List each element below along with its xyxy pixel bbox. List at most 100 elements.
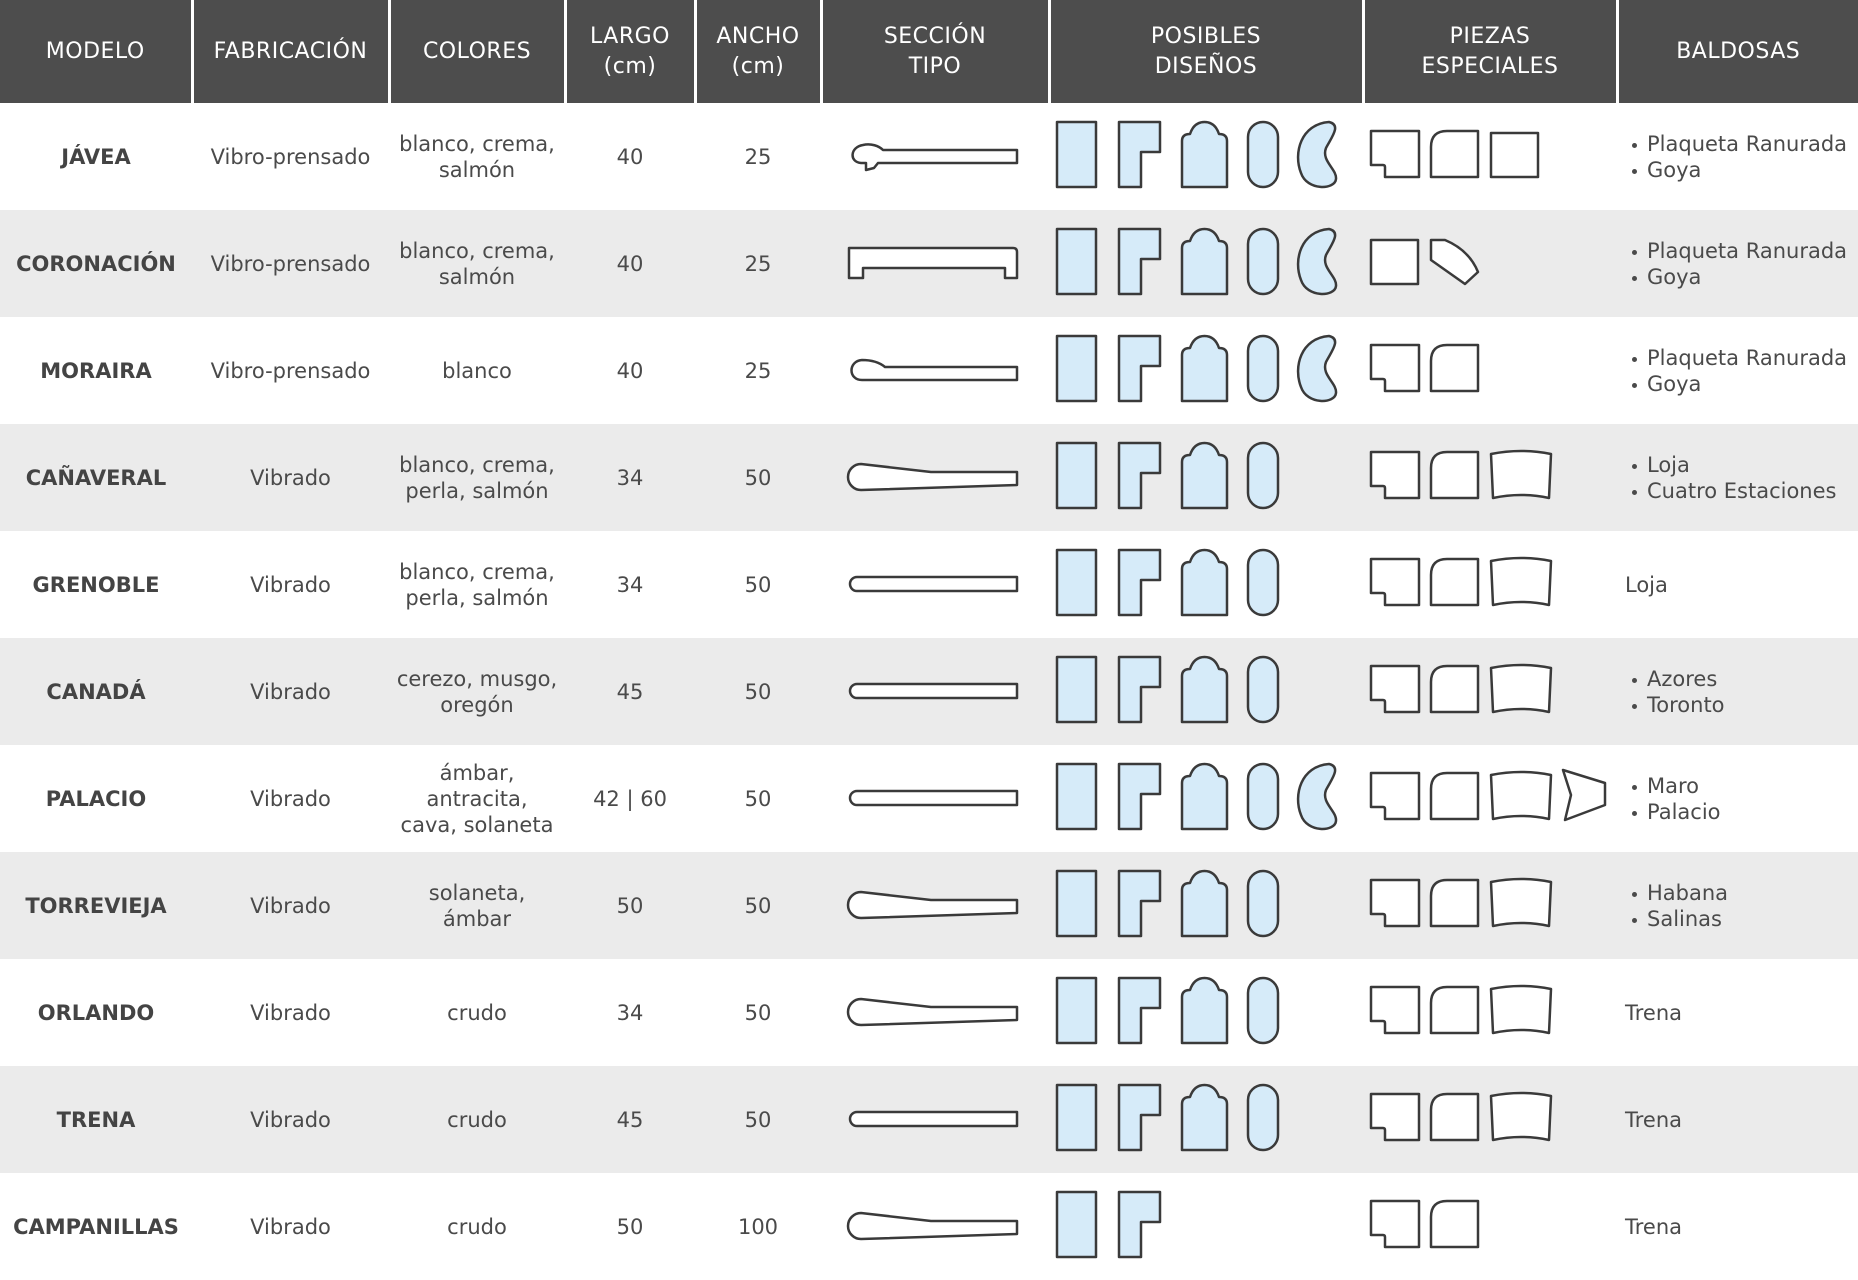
- colors: crudo: [447, 1000, 507, 1025]
- pieces-icons: [1369, 129, 1540, 179]
- colors: ámbar, antracita, cava, solaneta: [400, 760, 554, 837]
- table-body: JÁVEA Vibro-prensado blanco, crema, salmón…: [0, 103, 1858, 1280]
- pieces-icons: [1369, 238, 1480, 286]
- tile-item: Palacio: [1632, 799, 1858, 825]
- special-piece: [1369, 878, 1421, 928]
- design-shape: [1180, 334, 1229, 403]
- pieces-cell: [1363, 531, 1617, 638]
- width: 50: [744, 786, 772, 811]
- section-cell: [821, 531, 1049, 638]
- table-row: CAÑAVERAL Vibrado blanco, crema, perla, sa…: [0, 424, 1858, 531]
- section-cell: [821, 210, 1049, 317]
- section-icon: [848, 682, 1019, 700]
- design-shape: [1180, 762, 1229, 831]
- special-piece: [1429, 557, 1480, 607]
- design-shape: [1180, 655, 1229, 724]
- table-row: TORREVIEJA Vibrado solaneta, ámbar 50 50 Haba…: [0, 852, 1858, 959]
- special-piece: [1369, 129, 1421, 179]
- design-shape: [1246, 120, 1280, 189]
- special-piece: [1489, 131, 1540, 179]
- colors: cerezo, musgo, oregón: [389, 638, 565, 745]
- designs-icons: [1055, 762, 1338, 831]
- designs-cell: [1049, 1066, 1363, 1173]
- tile-item: Salinas: [1632, 906, 1858, 932]
- model-name: CORONACIÓN: [0, 210, 192, 317]
- designs-cell: [1049, 531, 1363, 638]
- header-cell: COLORES: [387, 0, 565, 103]
- tiles: Loja: [1625, 572, 1668, 597]
- length: 50: [616, 1214, 644, 1239]
- designs-cell: [1049, 317, 1363, 424]
- designs-cell: [1049, 210, 1363, 317]
- special-piece: [1489, 1091, 1553, 1142]
- table-row: TRENA Vibrado crudo 45 50 Trena: [0, 1066, 1858, 1173]
- section-profile: [846, 462, 1019, 492]
- tile-item: Maro: [1632, 773, 1858, 799]
- tile-list: Maro Palacio: [1625, 773, 1858, 825]
- designs-icons: [1055, 334, 1338, 403]
- pieces-icons: [1369, 1199, 1480, 1249]
- manufacturing: Vibrado: [192, 852, 389, 959]
- tile-list: Loja Cuatro Estaciones: [1625, 452, 1858, 504]
- header-cell: MODELO: [0, 0, 192, 103]
- section-icon: [846, 462, 1019, 492]
- manufacturing: Vibro-prensado: [210, 144, 371, 169]
- special-piece: [1369, 238, 1420, 286]
- section-icon: [848, 575, 1019, 593]
- pieces-cell: [1363, 1066, 1617, 1173]
- special-piece: [1369, 771, 1421, 821]
- table-row: ORLANDO Vibrado crudo 34 50 Trena: [0, 959, 1858, 1066]
- width: 25: [744, 358, 772, 383]
- pieces-icons: [1369, 343, 1480, 393]
- model-name: TRENA: [0, 1066, 192, 1173]
- design-shape: [1055, 1083, 1098, 1152]
- design-shape: [1117, 655, 1162, 724]
- design-shape: [1180, 976, 1229, 1045]
- special-piece: [1369, 664, 1421, 714]
- section-cell: [821, 745, 1049, 852]
- section-profile: [848, 682, 1019, 700]
- special-piece: [1369, 985, 1421, 1035]
- pieces-icons: [1369, 663, 1553, 714]
- design-shape: [1296, 227, 1338, 296]
- special-piece: [1369, 1092, 1421, 1142]
- design-shape: [1246, 1083, 1280, 1152]
- model-name: CANADÁ: [0, 638, 192, 745]
- pieces-icons: [1369, 768, 1607, 822]
- length: 50: [565, 852, 695, 959]
- model-name: JÁVEA: [61, 144, 131, 169]
- section-cell: [821, 638, 1049, 745]
- tiles: Trena: [1625, 1000, 1683, 1025]
- pieces-cell: [1363, 745, 1617, 852]
- design-shape: [1055, 869, 1098, 938]
- header-cell: ANCHO (cm): [693, 0, 821, 103]
- tile-item: Goya: [1632, 157, 1858, 183]
- designs-icons: [1055, 1083, 1280, 1152]
- tiles: Habana Salinas: [1617, 852, 1858, 959]
- designs-cell: [1049, 959, 1363, 1066]
- tiles: Plaqueta Ranurada Goya: [1617, 210, 1858, 317]
- width: 100: [737, 1214, 779, 1239]
- tile-list: Plaqueta Ranurada Goya: [1625, 131, 1858, 183]
- colors: blanco, crema, perla, salmón: [399, 559, 555, 610]
- table-row: JÁVEA Vibro-prensado blanco, crema, salmón…: [0, 103, 1858, 210]
- manufacturing: Vibrado: [250, 1000, 331, 1025]
- tile-item: Loja: [1632, 452, 1858, 478]
- special-piece: [1489, 449, 1553, 500]
- section-icon: [851, 143, 1019, 172]
- length: 34: [616, 572, 644, 597]
- pieces-icons: [1369, 449, 1553, 500]
- section-icon: [848, 1110, 1019, 1128]
- manufacturing: Vibrado: [250, 1214, 331, 1239]
- design-shape: [1055, 762, 1098, 831]
- design-shape: [1055, 1190, 1098, 1259]
- design-shape: [1296, 762, 1338, 831]
- design-shape: [1055, 976, 1098, 1045]
- tile-item: Plaqueta Ranurada: [1632, 131, 1858, 157]
- model-name: GRENOBLE: [32, 572, 160, 597]
- model-name: TORREVIEJA: [0, 852, 192, 959]
- design-shape: [1246, 869, 1280, 938]
- table-row: MORAIRA Vibro-prensado blanco 40 25 Plaqueta …: [0, 317, 1858, 424]
- special-piece: [1489, 770, 1553, 821]
